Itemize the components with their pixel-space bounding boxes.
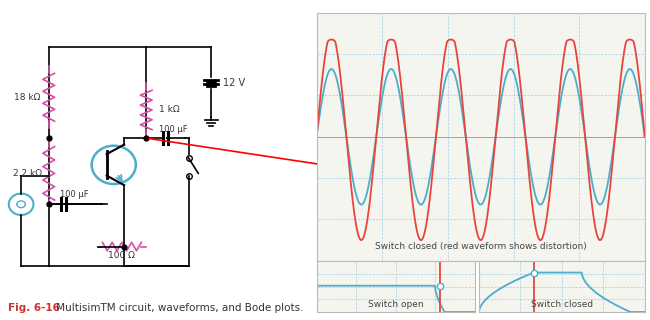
Text: Switch open: Switch open [368, 300, 423, 309]
Text: 100 μF: 100 μF [60, 190, 89, 199]
Text: 100 Ω: 100 Ω [109, 251, 135, 260]
Text: MultisimTM circuit, waveforms, and Bode plots.: MultisimTM circuit, waveforms, and Bode … [53, 303, 304, 313]
Text: Switch closed: Switch closed [531, 300, 593, 309]
Text: 2.2 kΩ: 2.2 kΩ [13, 169, 42, 178]
Text: 100 μF: 100 μF [159, 125, 188, 134]
Text: Switch closed (red waveform shows distortion): Switch closed (red waveform shows distor… [375, 242, 586, 251]
Text: 1 kΩ: 1 kΩ [159, 106, 179, 115]
Text: 12 V: 12 V [222, 78, 245, 88]
Text: 18 kΩ: 18 kΩ [14, 93, 41, 102]
Text: Fig. 6-16: Fig. 6-16 [8, 303, 60, 313]
